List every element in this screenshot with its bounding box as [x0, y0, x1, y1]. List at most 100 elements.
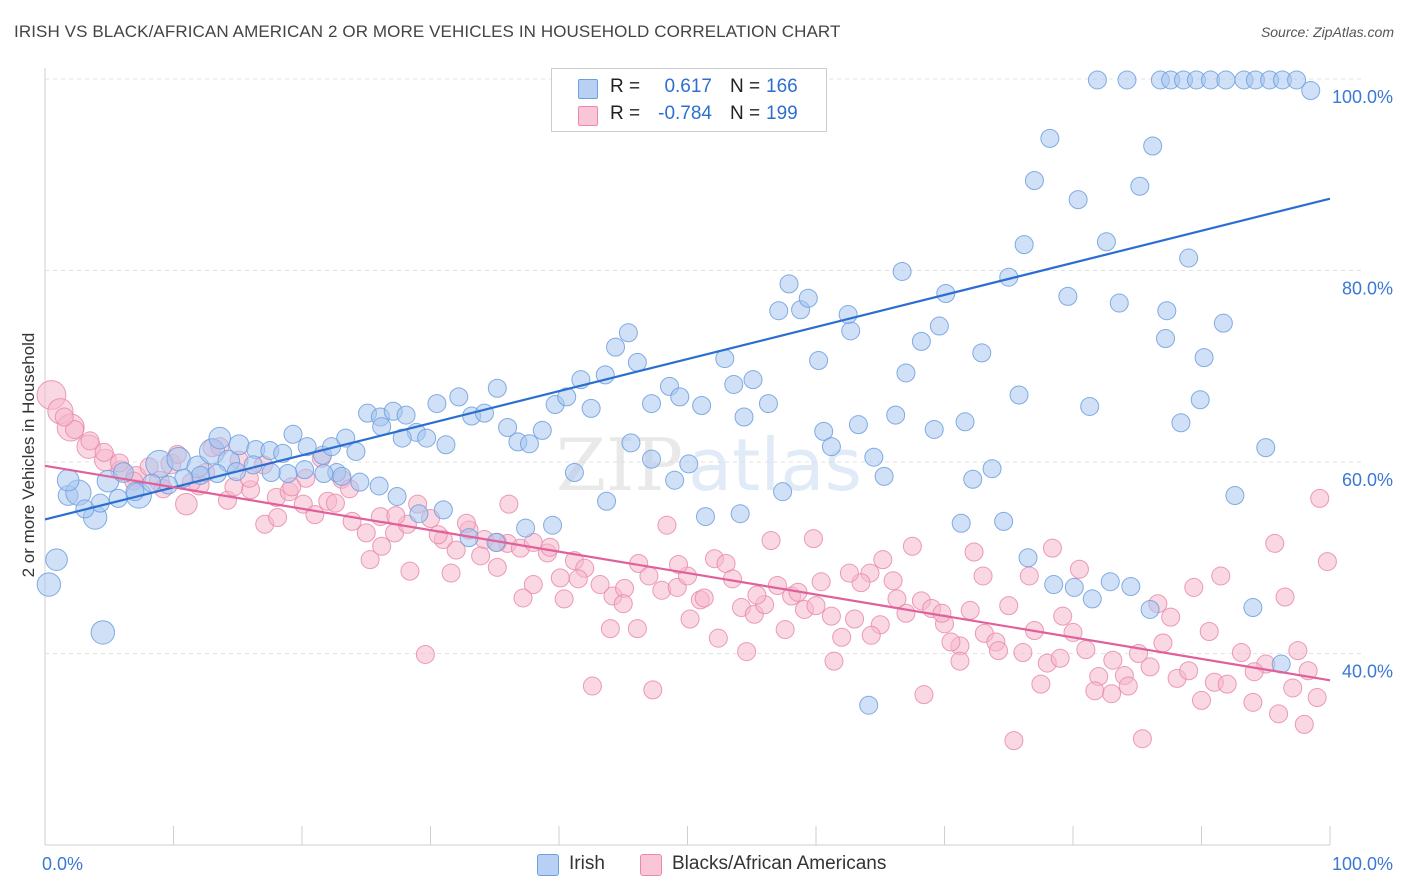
black-point — [487, 557, 507, 577]
irish-point — [1082, 589, 1102, 609]
irish-point — [392, 428, 412, 448]
irish-point — [346, 441, 366, 461]
black-point — [680, 609, 700, 629]
y-tick-label: 60.0% — [1342, 470, 1393, 490]
black-point — [1244, 662, 1264, 682]
black-point — [643, 680, 663, 700]
irish-point — [769, 301, 789, 321]
irish-point — [36, 572, 62, 597]
black-point — [775, 620, 795, 640]
irish-point — [498, 418, 518, 438]
legend-row-irish: R = 0.617 N = 166 — [552, 73, 826, 101]
irish-point — [859, 695, 879, 715]
irish-point — [433, 500, 453, 520]
black-point — [1179, 661, 1199, 681]
black-point — [1102, 684, 1122, 704]
irish-point — [516, 518, 536, 538]
black-point — [356, 523, 376, 543]
black-point — [708, 628, 728, 648]
irish-point — [955, 412, 975, 432]
black-point — [1153, 633, 1173, 653]
irish-point — [896, 363, 916, 383]
series-black-african-americans — [36, 380, 1337, 751]
chart-title: IRISH VS BLACK/AFRICAN AMERICAN 2 OR MOR… — [14, 22, 841, 41]
irish-point — [972, 343, 992, 363]
y-tick-label: 100.0% — [1332, 87, 1393, 107]
irish-point — [758, 394, 778, 414]
black-point — [1265, 533, 1285, 553]
irish-point — [297, 437, 317, 457]
irish-point — [642, 394, 662, 414]
irish-point — [821, 437, 841, 457]
irish-point — [1243, 598, 1263, 618]
irish-point — [1018, 548, 1038, 568]
legend-swatch-black — [640, 854, 662, 876]
trend-line-black — [44, 464, 1331, 682]
black-point — [1192, 690, 1211, 710]
legend-label-irish: Irish — [569, 853, 605, 874]
black-point — [887, 589, 907, 609]
legend-r-value-irish: 0.617 — [664, 76, 712, 97]
black-point — [821, 606, 841, 626]
black-point — [1031, 674, 1051, 694]
irish-point — [543, 515, 563, 535]
black-point — [1310, 488, 1330, 508]
black-point — [806, 596, 826, 616]
black-point — [652, 580, 672, 600]
legend-r-label: R = — [610, 103, 641, 124]
black-point — [932, 603, 952, 623]
black-point — [550, 568, 570, 588]
irish-point — [814, 421, 834, 441]
irish-point — [618, 323, 638, 343]
irish-point — [892, 261, 912, 281]
legend-r-value-black: -0.784 — [658, 103, 712, 124]
black-point — [803, 529, 823, 549]
irish-point — [864, 447, 884, 467]
y-tick-labels: 40.0% 60.0% 80.0% 100.0% — [1332, 87, 1393, 682]
black-point — [639, 566, 659, 586]
black-point — [1042, 538, 1062, 558]
legend-swatch-irish — [537, 854, 559, 876]
legend-n-label: N = — [730, 103, 761, 124]
black-point — [950, 651, 970, 671]
irish-point — [1087, 70, 1107, 90]
irish-point — [581, 398, 601, 418]
black-point — [694, 588, 714, 608]
axes — [44, 68, 1331, 846]
irish-point — [1213, 313, 1233, 333]
black-point — [175, 492, 198, 516]
irish-point — [1121, 576, 1141, 596]
irish-point — [1179, 248, 1199, 268]
irish-point — [449, 387, 469, 407]
y-tick-label: 80.0% — [1342, 279, 1393, 299]
black-point — [988, 641, 1008, 661]
black-point — [999, 596, 1019, 616]
irish-point — [886, 405, 906, 425]
irish-point — [963, 469, 983, 489]
legend-swatch-black — [578, 106, 598, 126]
black-point — [428, 525, 448, 545]
y-axis-label: 2 or more Vehicles in Household — [19, 333, 38, 578]
irish-point — [487, 378, 507, 398]
irish-point — [1109, 293, 1129, 313]
irish-point — [1130, 176, 1150, 196]
black-point — [861, 625, 881, 645]
irish-point — [1024, 170, 1044, 190]
irish-point — [642, 449, 662, 469]
black-point — [824, 651, 844, 671]
black-point — [811, 572, 831, 592]
irish-point — [56, 468, 80, 492]
irish-point — [1068, 190, 1088, 210]
black-point — [1288, 641, 1308, 661]
irish-point — [1225, 486, 1245, 506]
black-point — [737, 642, 757, 662]
irish-point — [929, 316, 949, 336]
irish-point — [295, 460, 315, 480]
black-point — [1307, 688, 1327, 708]
black-point — [1053, 606, 1073, 626]
black-point — [1050, 648, 1070, 668]
irish-point — [369, 476, 389, 496]
black-point — [94, 442, 114, 462]
irish-point — [743, 370, 763, 390]
black-point — [268, 508, 288, 528]
